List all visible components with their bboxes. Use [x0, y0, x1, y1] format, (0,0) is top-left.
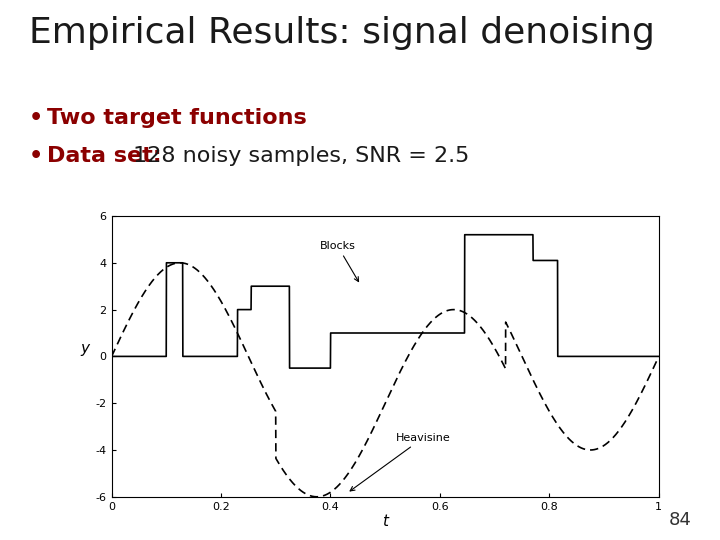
Text: Empirical Results: signal denoising: Empirical Results: signal denoising [29, 16, 654, 50]
Text: Heavisine: Heavisine [350, 433, 451, 491]
Text: •: • [29, 108, 43, 128]
Text: 84: 84 [668, 511, 691, 529]
Text: Blocks: Blocks [320, 241, 359, 281]
Text: •: • [29, 146, 43, 166]
Text: 128 noisy samples, SNR = 2.5: 128 noisy samples, SNR = 2.5 [126, 146, 469, 166]
Text: Two target functions: Two target functions [47, 108, 307, 128]
X-axis label: t: t [382, 515, 388, 529]
Text: Data set:: Data set: [47, 146, 161, 166]
Y-axis label: y: y [80, 341, 89, 356]
